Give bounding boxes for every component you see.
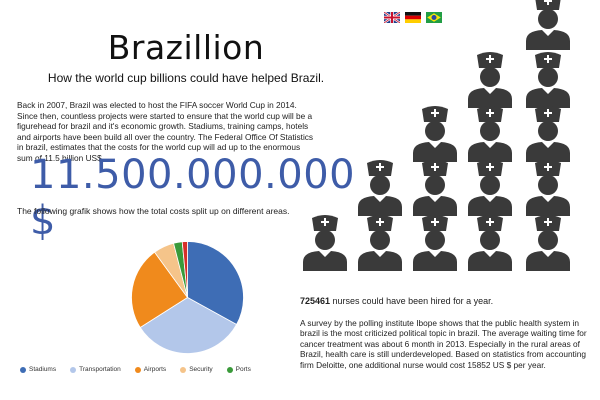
nurse-icon: [303, 215, 347, 271]
nurse-icon: [413, 215, 457, 271]
pie-slice-transportation: [139, 297, 238, 354]
legend-label: Transportation: [79, 366, 121, 373]
nurse-icon: [358, 215, 402, 271]
nurse-icon: [303, 160, 347, 216]
nurse-icon: [526, 0, 570, 50]
legend-swatch: [20, 366, 26, 373]
nurse-grid: [290, 0, 570, 271]
page-subtitle: How the world cup billions could have he…: [47, 71, 325, 85]
nurse-icon: [413, 160, 457, 216]
nurse-icon: [468, 106, 512, 162]
cost-pie-chart: [131, 241, 244, 354]
legend-swatch: [226, 366, 233, 373]
legend-swatch: [180, 366, 187, 373]
legend-label: Airports: [143, 366, 167, 373]
legend-label: Stadiums: [29, 366, 57, 373]
legend-swatch: [134, 366, 141, 373]
legend-item-stadiums: Stadiums: [20, 366, 56, 373]
legend-item-transportation: Transportation: [70, 366, 121, 373]
nurse-summary: 725461 nurses could have been hired for …: [300, 296, 592, 306]
language-selector: [384, 12, 442, 23]
survey-paragraph: A survey by the polling institute Ibope …: [300, 318, 587, 370]
left-panel: Brazillion How the world cup billions co…: [0, 0, 355, 400]
legend-item-airports: Airports: [134, 366, 167, 373]
pie-slice-other: [181, 241, 188, 298]
nurse-icon: [526, 52, 570, 108]
nurse-icon: [358, 160, 402, 216]
nurse-icon: [468, 215, 512, 271]
legend-swatch: [70, 366, 77, 373]
page-title: Brazillion: [107, 28, 265, 67]
nurse-icon: [468, 52, 512, 108]
nurse-icon: [468, 0, 512, 50]
legend-label: Ports: [235, 366, 251, 373]
nurse-icon: [526, 215, 570, 271]
chart-intro: The following grafik shows how the total…: [17, 206, 290, 216]
nurse-icon: [413, 106, 457, 162]
nurse-icon: [358, 106, 402, 162]
nurse-icon: [526, 160, 570, 216]
total-cost: 11.500.000.000 $: [30, 152, 356, 244]
pie-slice-airports: [131, 251, 189, 329]
chart-legend: Stadiums Transportation Airports Security Po…: [20, 366, 251, 373]
nurse-count: 725461: [300, 296, 331, 306]
intro-paragraph: Back in 2007, Brazil was elected to host…: [17, 100, 314, 163]
legend-label: Security: [189, 366, 213, 373]
nurse-icon: [526, 106, 570, 162]
germany-flag-icon[interactable]: [405, 12, 421, 23]
legend-item-ports: Ports: [226, 366, 251, 373]
nurse-summary-text: nurses could have been hired for a year.: [330, 296, 494, 306]
uk-flag-icon[interactable]: [384, 12, 400, 23]
brazil-flag-icon[interactable]: [426, 12, 442, 23]
legend-item-security: Security: [180, 366, 213, 373]
nurse-icon: [468, 160, 512, 216]
nurse-icon: [413, 52, 457, 108]
pie-slice-stadiums: [187, 241, 244, 326]
nurse-icon: [290, 215, 292, 271]
